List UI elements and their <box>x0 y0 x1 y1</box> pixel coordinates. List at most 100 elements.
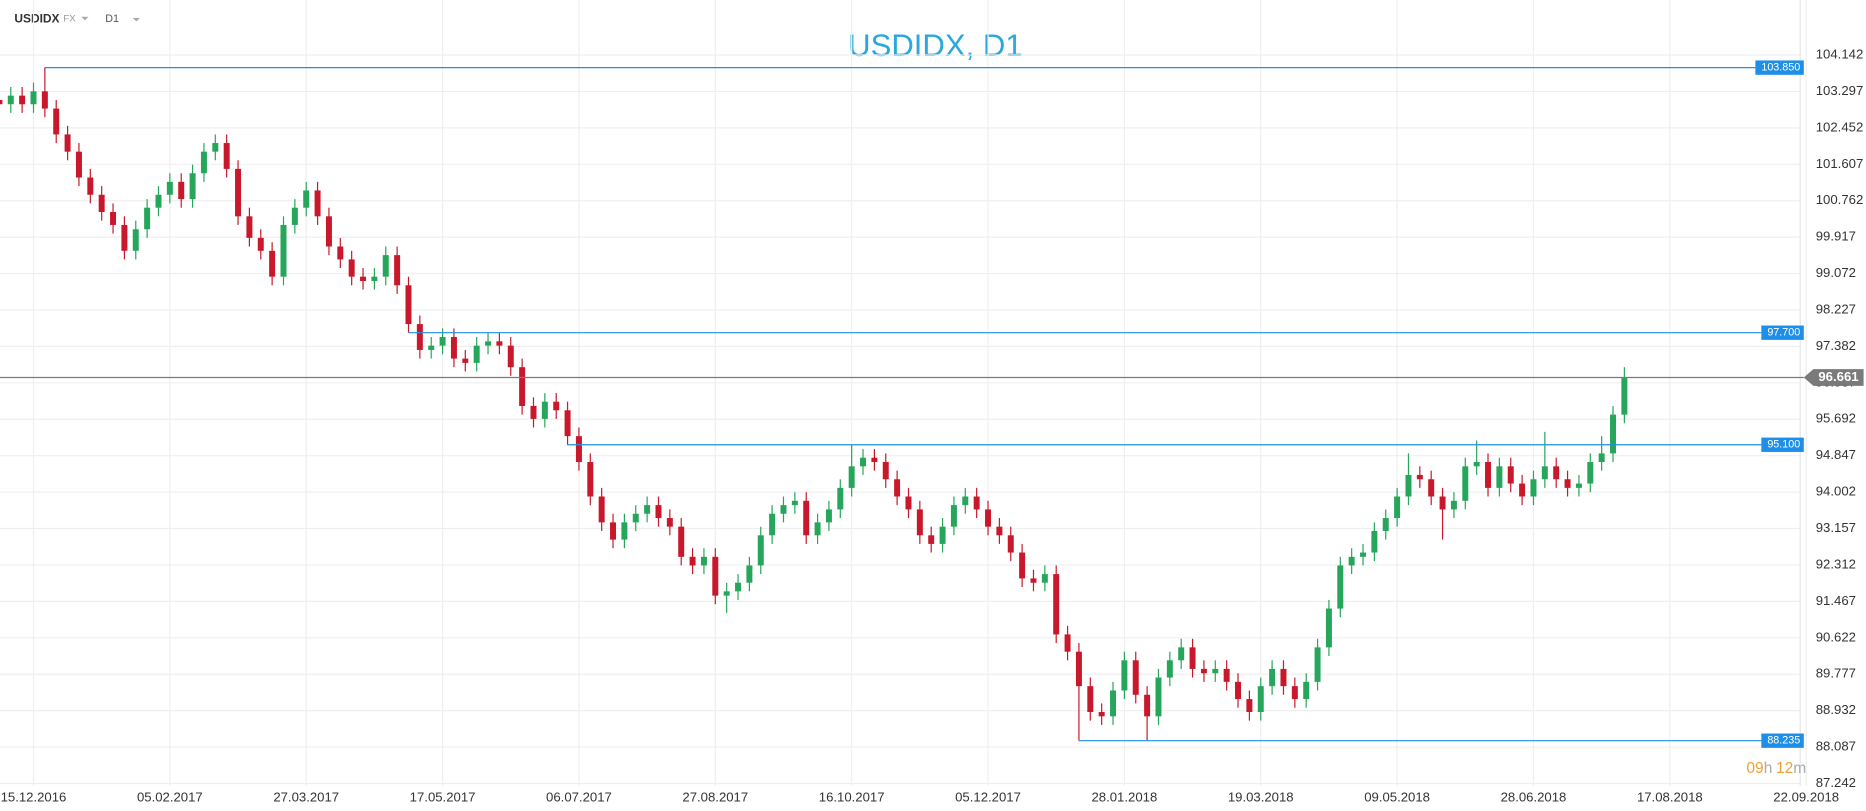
market[interactable]: FX <box>63 14 76 25</box>
candle-body <box>1371 530 1378 553</box>
candle-body <box>882 462 889 480</box>
candle <box>144 199 151 238</box>
symbol[interactable]: USDIDX <box>14 11 59 25</box>
candle <box>564 401 571 445</box>
candle <box>280 216 287 286</box>
candle-body <box>803 500 810 536</box>
candle-body <box>598 496 605 523</box>
candle-body <box>564 410 571 437</box>
candle <box>257 229 264 260</box>
candle <box>598 487 605 531</box>
candle-body <box>1087 686 1094 713</box>
candle <box>1007 526 1014 562</box>
candle <box>1041 565 1048 592</box>
candle-body <box>269 250 276 277</box>
candle-body <box>644 505 651 514</box>
candle-body <box>1541 466 1548 480</box>
candle-body <box>757 535 764 566</box>
candle <box>75 143 82 187</box>
candle <box>825 500 832 531</box>
candle-body <box>348 259 355 277</box>
candle-body <box>1394 496 1401 519</box>
candle <box>1610 405 1617 463</box>
candle <box>1507 457 1514 493</box>
candle <box>87 168 94 204</box>
x-tick-label: 15.12.2016 <box>1 789 67 804</box>
candle <box>837 479 844 519</box>
candle-body <box>825 509 832 523</box>
candle-body <box>1280 668 1287 687</box>
x-tick-label: 06.07.2017 <box>546 789 612 804</box>
candle <box>337 237 344 269</box>
candle-body <box>485 341 492 346</box>
y-tick-label: 100.762 <box>1816 192 1864 207</box>
candle-body <box>746 565 753 583</box>
candle <box>519 358 526 415</box>
candle <box>973 487 980 519</box>
dropdown-arrow[interactable] <box>81 16 89 21</box>
y-tick-label: 90.622 <box>1816 629 1856 644</box>
candle-body <box>519 367 526 406</box>
candle <box>1200 660 1207 682</box>
y-tick-label: 97.382 <box>1816 338 1856 353</box>
candle <box>1178 638 1185 669</box>
candle-body <box>950 505 957 527</box>
candle-body <box>257 237 264 251</box>
candle-body <box>1030 578 1037 583</box>
candle <box>132 220 139 260</box>
timeframe[interactable]: D1 <box>105 13 119 25</box>
level-box <box>1761 437 1804 452</box>
candle <box>916 500 923 544</box>
candle-body <box>19 95 26 105</box>
candle <box>1416 466 1423 488</box>
candle-body <box>1223 668 1230 682</box>
candle-body <box>723 591 730 596</box>
candle <box>1325 599 1332 656</box>
candle-body <box>41 91 48 109</box>
candle-body <box>1382 518 1389 531</box>
candles <box>0 67 1628 741</box>
y-tick-label: 98.227 <box>1816 301 1856 316</box>
y-tick-label: 99.917 <box>1816 229 1856 244</box>
candle <box>325 207 332 256</box>
level-label: 103.850 <box>1761 61 1800 73</box>
candle <box>1132 651 1139 704</box>
candle <box>1496 457 1503 497</box>
candle-body <box>166 181 173 195</box>
candle-body <box>496 341 503 346</box>
candle <box>473 337 480 372</box>
candle-body <box>1007 535 1014 553</box>
candle-body <box>132 229 139 251</box>
candle-body <box>1519 483 1526 497</box>
candle-body <box>64 134 71 152</box>
candle <box>928 526 935 553</box>
candle <box>746 556 753 592</box>
x-tick-label: 16.10.2017 <box>819 789 885 804</box>
candle-body <box>405 285 412 325</box>
candle <box>110 203 117 234</box>
candle <box>575 427 582 471</box>
candle <box>1553 457 1560 488</box>
candle-body <box>1587 462 1594 484</box>
candle <box>450 328 457 368</box>
candle <box>200 143 207 182</box>
candle <box>610 513 617 549</box>
candle-body <box>1405 474 1412 497</box>
dropdown-arrow[interactable] <box>132 17 140 22</box>
candle-body <box>1428 479 1435 497</box>
x-tick-label: 28.06.2018 <box>1501 789 1567 804</box>
candle-body <box>1178 647 1185 661</box>
candle <box>1519 474 1526 506</box>
candle-body <box>1121 660 1128 691</box>
candle-body <box>1098 712 1105 717</box>
candle <box>1110 681 1117 725</box>
candle <box>1223 660 1230 691</box>
candle <box>0 99 3 105</box>
candle-body <box>1041 574 1048 583</box>
candle <box>735 574 742 600</box>
candle-body <box>53 108 60 135</box>
candle-body <box>98 194 105 213</box>
candle-body <box>860 457 867 467</box>
candle-body <box>246 216 253 238</box>
